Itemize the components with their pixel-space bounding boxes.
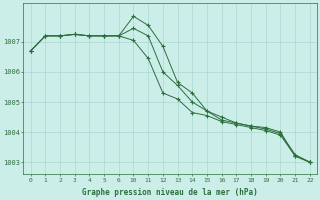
X-axis label: Graphe pression niveau de la mer (hPa): Graphe pression niveau de la mer (hPa) [82, 188, 258, 197]
